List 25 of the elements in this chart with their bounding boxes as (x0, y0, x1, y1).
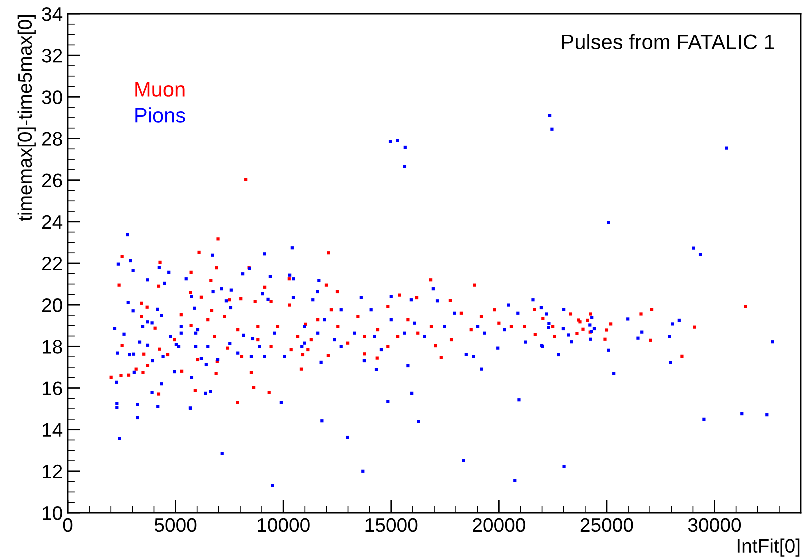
y-tick-label: 30 (42, 90, 62, 104)
x-tick-label: 15000 (366, 518, 418, 532)
y-tick-label: 24 (42, 215, 63, 229)
x-tick-label: 5000 (154, 518, 197, 532)
text: Pulses from FATALIC 1 (562, 34, 774, 50)
x-tick-label: 25000 (580, 518, 634, 532)
x-tick-label: 0 (63, 518, 73, 532)
y-tick-label: 34 (42, 7, 63, 22)
y-tick-label: 18 (42, 340, 62, 354)
y-tick-label: 32 (42, 49, 62, 63)
y-tick-label: 14 (42, 424, 63, 437)
y-tick-label: 22 (42, 256, 62, 271)
y-tick-label: 16 (42, 382, 62, 396)
y-axis-title: timemax[0]-time5max[0] (18, 15, 36, 222)
y-tick-label: 20 (42, 298, 62, 312)
x-axis-title: IntFit[0] (738, 538, 800, 557)
x-tick-label: 20000 (473, 518, 526, 532)
x-tick-label: 30000 (688, 518, 742, 532)
y-tick-label: 10 (42, 506, 62, 520)
y-tick-label: 12 (42, 464, 62, 478)
x-tick-label: 10000 (258, 518, 310, 532)
text: Muon (136, 82, 185, 97)
text: Pions (136, 108, 186, 123)
y-tick-label: 28 (42, 132, 62, 146)
y-tick-label: 26 (42, 174, 62, 188)
